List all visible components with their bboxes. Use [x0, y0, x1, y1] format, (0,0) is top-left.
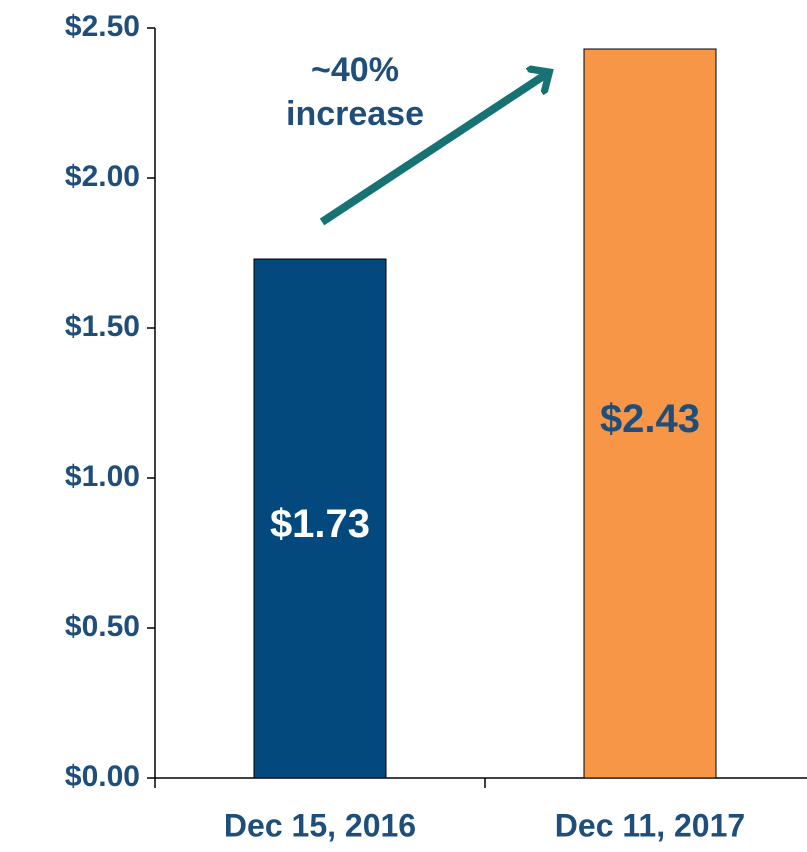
y-tick-label: $0.00 — [65, 760, 140, 793]
trend-arrow — [319, 73, 548, 226]
y-tick-label: $0.50 — [65, 610, 140, 643]
x-tick-label: Dec 15, 2016 — [224, 807, 416, 843]
value-label: $2.43 — [600, 397, 700, 441]
annotation: ~40% increase — [286, 51, 424, 133]
y-tick-label: $1.50 — [65, 310, 140, 343]
y-tick-label: $1.00 — [65, 460, 140, 493]
x-tick-label: Dec 11, 2017 — [555, 807, 745, 843]
bar — [583, 48, 717, 779]
y-tick-label: $2.00 — [65, 160, 140, 193]
value-label: $1.73 — [270, 502, 370, 546]
y-tick-label: $2.50 — [65, 10, 140, 43]
bar — [253, 258, 387, 779]
